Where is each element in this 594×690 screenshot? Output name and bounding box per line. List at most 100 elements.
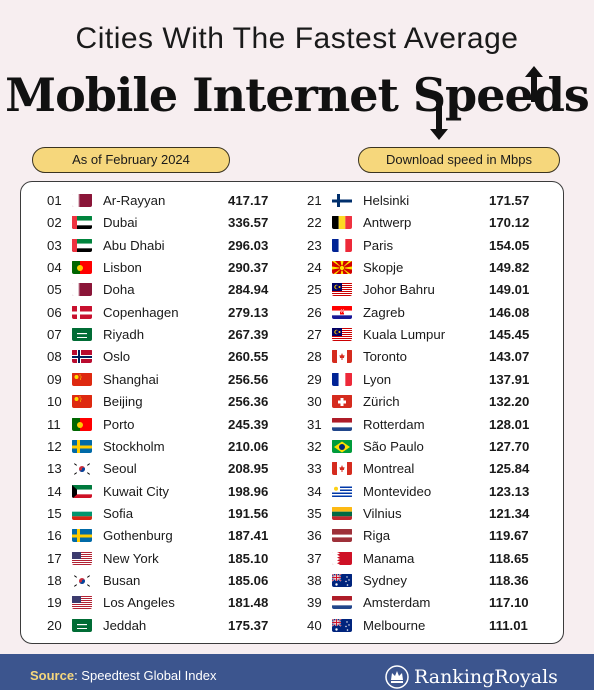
table-row: 25 Johor Bahru 149.01 — [307, 279, 537, 301]
city-name: Amsterdam — [363, 595, 431, 611]
speed-value: 208.95 — [228, 461, 269, 477]
table-row: 09 Shanghai 256.56 — [47, 369, 277, 391]
flag-nl-icon — [332, 417, 352, 431]
speed-value: 137.91 — [489, 371, 530, 387]
city-name: Paris — [363, 237, 394, 253]
speed-value: 149.82 — [489, 260, 530, 276]
city-name: Doha — [103, 282, 135, 298]
city-name: Stockholm — [103, 438, 165, 454]
city-name: Johor Bahru — [363, 282, 435, 298]
speed-value: 121.34 — [489, 505, 530, 521]
rank-number: 40 — [307, 617, 322, 633]
table-row: 05 Doha 284.94 — [47, 279, 277, 301]
rank-number: 34 — [307, 483, 322, 499]
table-row: 32 São Paulo 127.70 — [307, 436, 537, 458]
speed-value: 256.36 — [228, 394, 269, 410]
table-row: 13 Seoul 208.95 — [47, 458, 277, 480]
table-row: 24 Skopje 149.82 — [307, 257, 537, 279]
table-row: 12 Stockholm 210.06 — [47, 436, 277, 458]
rank-number: 08 — [47, 349, 62, 365]
flag-fi-icon — [332, 193, 352, 207]
rank-number: 29 — [307, 371, 322, 387]
city-name: Sofia — [103, 505, 134, 521]
speed-value: 128.01 — [489, 416, 530, 432]
speed-value: 125.84 — [489, 461, 530, 477]
table-row: 28 Toronto 143.07 — [307, 346, 537, 368]
city-name: Rotterdam — [363, 416, 425, 432]
speed-value: 118.36 — [489, 572, 529, 588]
table-row: 08 Oslo 260.55 — [47, 346, 277, 368]
speed-value: 149.01 — [489, 282, 530, 298]
flag-sa-icon — [72, 327, 92, 342]
flag-qa-icon — [72, 282, 92, 297]
city-name: Skopje — [363, 260, 404, 276]
rank-number: 13 — [47, 461, 62, 477]
city-name: Ar-Rayyan — [103, 193, 166, 208]
flag-au-icon — [332, 618, 352, 632]
flag-no-icon — [72, 349, 92, 364]
speed-value: 210.06 — [228, 438, 269, 454]
table-row: 29 Lyon 137.91 — [307, 369, 537, 391]
rank-number: 26 — [307, 304, 322, 320]
speed-value: 111.01 — [489, 617, 528, 633]
title-line1: Cities With The Fastest Average — [75, 22, 519, 55]
rank-number: 25 — [307, 282, 322, 298]
flag-cn-icon — [72, 394, 92, 409]
flag-uy-icon — [332, 484, 352, 498]
flag-se-icon — [72, 439, 92, 453]
city-name: Busan — [103, 572, 141, 588]
speed-value: 260.55 — [228, 349, 269, 365]
flag-se-icon — [72, 528, 92, 543]
speed-value: 132.20 — [489, 394, 530, 410]
speed-value: 154.05 — [489, 237, 530, 253]
flag-kr-icon — [72, 461, 92, 476]
city-name: Antwerp — [363, 215, 412, 231]
city-name: Lyon — [363, 371, 392, 387]
table-row: 27 Kuala Lumpur 145.45 — [307, 324, 537, 346]
city-name: São Paulo — [363, 438, 424, 454]
unit-pill: Download speed in Mbps — [358, 147, 560, 173]
city-name: Shanghai — [103, 371, 159, 387]
speed-value: 290.37 — [228, 260, 269, 276]
title-line2: Mobile Internet Speeds — [5, 68, 590, 122]
flag-cn-icon — [72, 372, 92, 386]
flag-br-icon — [332, 439, 352, 453]
table-row: 02 Dubai 336.57 — [47, 212, 277, 234]
table-row: 36 Riga 119.67 — [307, 525, 537, 547]
flag-my-icon — [332, 282, 352, 297]
arrow-up-icon — [525, 66, 543, 102]
flag-lv-icon — [332, 528, 352, 543]
rank-number: 17 — [47, 550, 62, 566]
city-name: Melbourne — [363, 617, 426, 633]
rank-number: 30 — [307, 394, 322, 410]
rank-number: 01 — [47, 193, 62, 208]
speed-value: 245.39 — [228, 416, 269, 432]
flag-mk-icon — [332, 260, 352, 275]
table-row: 21 Helsinki 171.57 — [307, 190, 537, 212]
speed-value: 296.03 — [228, 237, 269, 253]
table-row: 04 Lisbon 290.37 — [47, 257, 277, 279]
flag-kw-icon — [72, 484, 92, 498]
city-name: Oslo — [103, 349, 131, 365]
table-row: 14 Kuwait City 198.96 — [47, 481, 277, 503]
flag-us-icon — [72, 595, 92, 610]
flag-pt-icon — [72, 260, 92, 275]
rank-number: 39 — [307, 595, 322, 611]
rank-number: 03 — [47, 237, 62, 253]
speed-value: 146.08 — [489, 304, 530, 320]
date-pill: As of February 2024 — [32, 147, 230, 173]
city-name: Kuwait City — [103, 483, 169, 499]
flag-ae-icon — [72, 215, 92, 230]
city-name: Manama — [363, 550, 415, 566]
rank-number: 28 — [307, 349, 322, 365]
speed-value: 284.94 — [228, 282, 269, 298]
rank-number: 18 — [47, 572, 62, 588]
footer: Source: Speedtest Global Index RankingRo… — [0, 654, 594, 690]
speed-value: 119.67 — [489, 528, 529, 544]
table-row: 26 Zagreb 146.08 — [307, 302, 537, 324]
flag-fr-icon — [332, 372, 352, 386]
source-label: Source — [30, 668, 75, 683]
speed-value: 175.37 — [228, 617, 269, 633]
city-name: Dubai — [103, 215, 138, 231]
flag-ch-icon — [332, 394, 352, 409]
